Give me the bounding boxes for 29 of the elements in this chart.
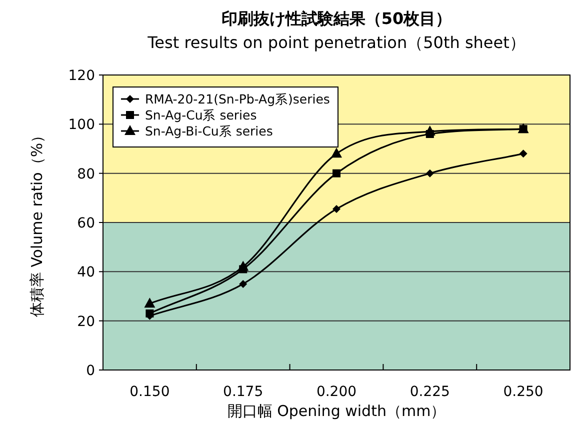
legend-label: RMA-20-21(Sn-Pb-Ag系)series (145, 92, 330, 106)
chart-subtitle: Test results on point penetration（50th sheet） (146, 33, 526, 52)
point (519, 150, 528, 158)
legend-label: Sn-Ag-Cu系 series (145, 108, 257, 122)
x-tick-label: 0.175 (223, 384, 264, 400)
point (332, 169, 340, 178)
x-tick-label: 0.150 (130, 384, 170, 400)
y-tick-label: 80 (77, 166, 95, 182)
y-tick-label: 120 (68, 68, 95, 84)
x-tick-label: 0.200 (316, 384, 357, 400)
point (238, 260, 249, 271)
point (426, 169, 434, 178)
point (144, 298, 156, 308)
point (332, 204, 340, 213)
y-tick-label: 20 (77, 314, 95, 330)
x-tick-label: 0.225 (410, 384, 450, 400)
chart-title: 印刷抜け性試験結果（50枚目） (221, 9, 452, 28)
y-tick-label: 100 (68, 117, 95, 134)
y-tick-label: 40 (77, 264, 95, 281)
y-axis-title: 体積率 Volume ratio（%） (28, 128, 46, 318)
y-tick-label: 60 (77, 216, 95, 232)
point (424, 126, 436, 136)
x-tick-label: 0.250 (503, 384, 544, 400)
point (146, 309, 154, 318)
x-axis-title: 開口幅 Opening width（mm） (227, 402, 446, 420)
point (331, 148, 342, 158)
legend-label: Sn-Ag-Bi-Cu系 series (145, 124, 273, 138)
point (239, 280, 248, 288)
y-tick-label: 0 (86, 363, 95, 379)
